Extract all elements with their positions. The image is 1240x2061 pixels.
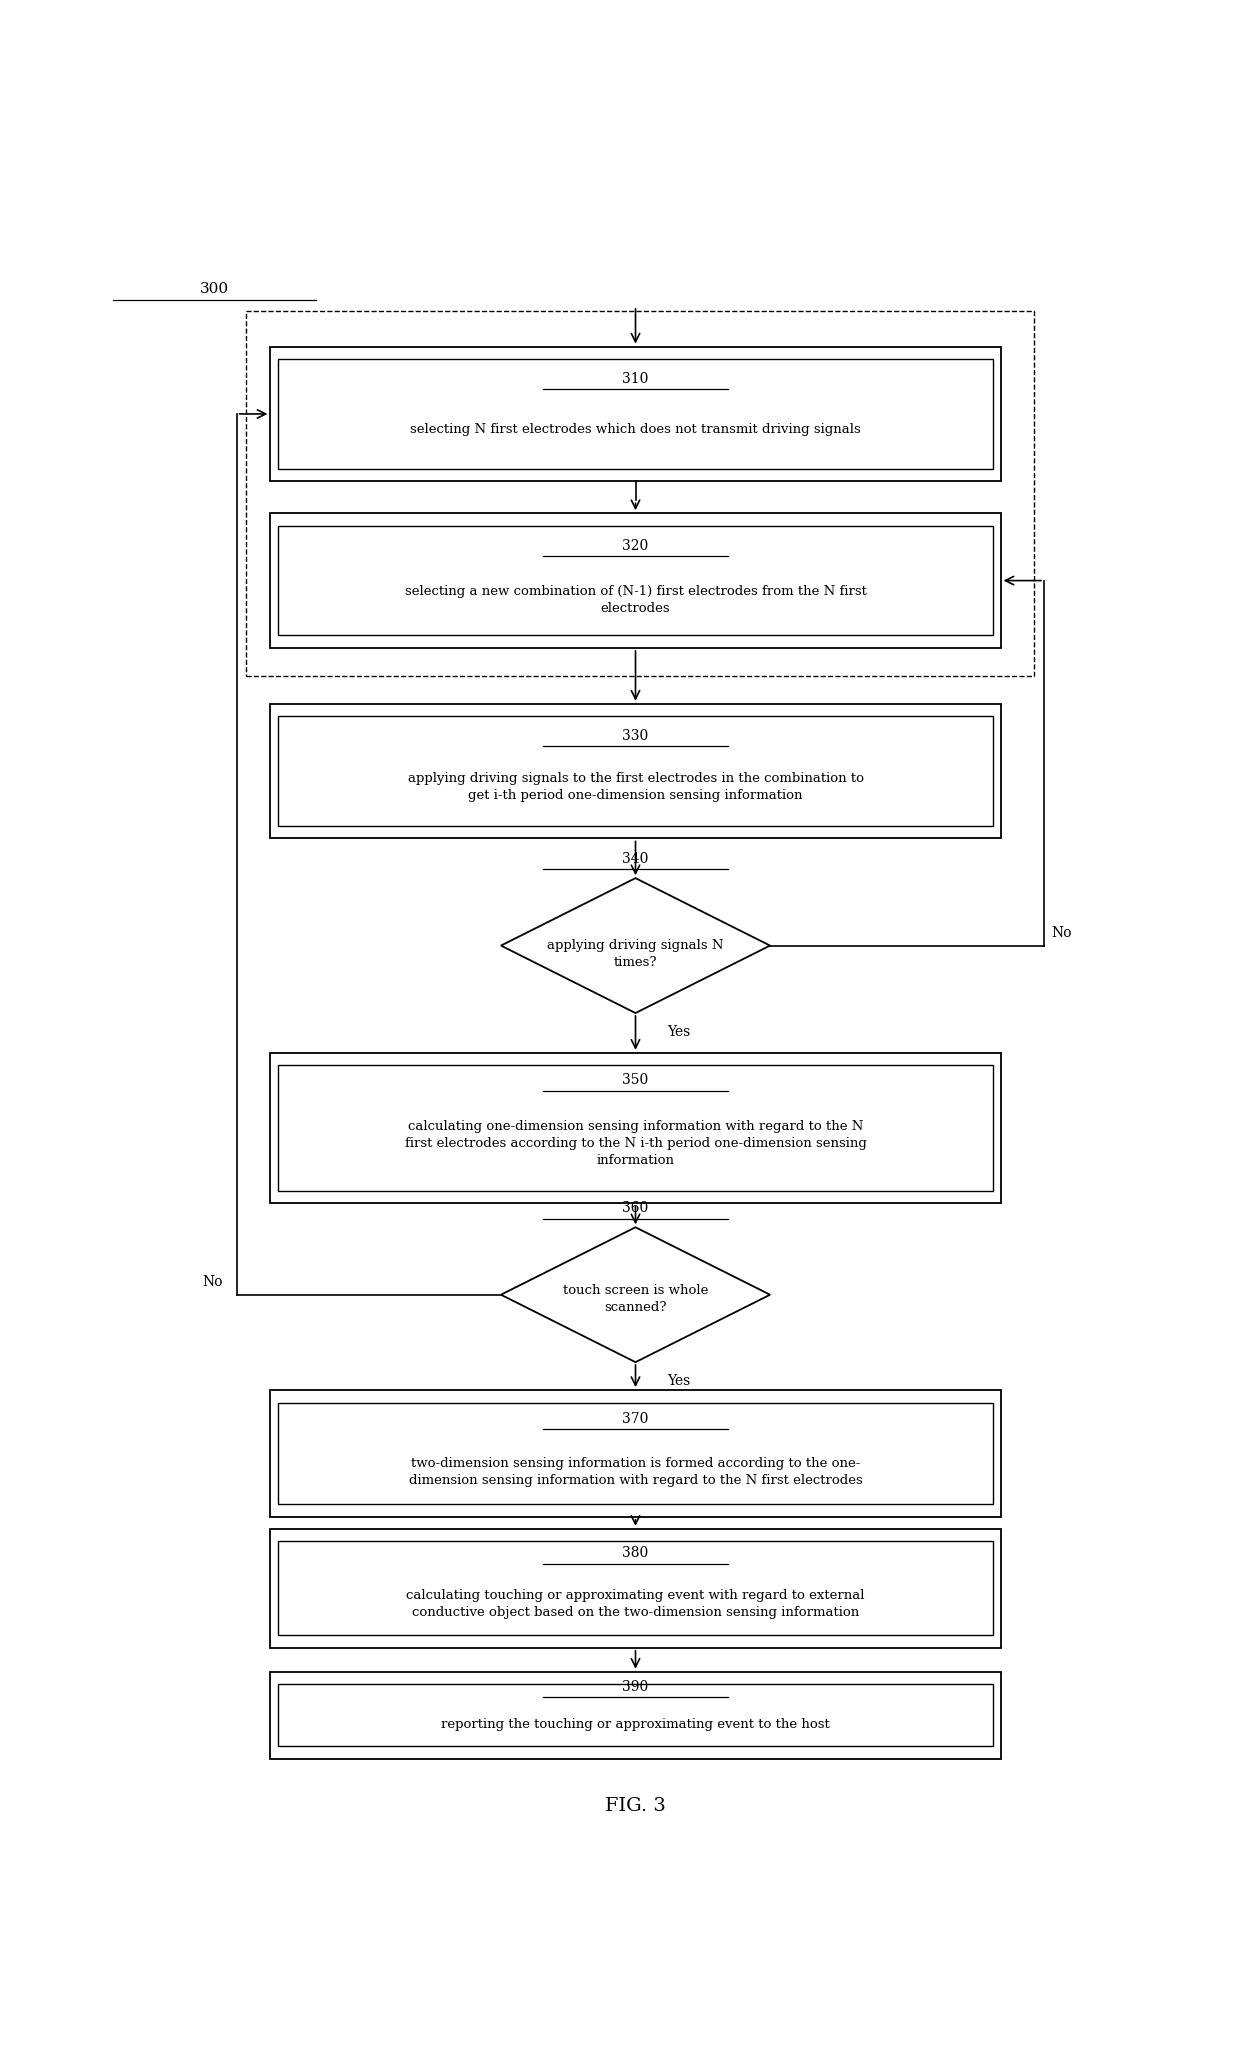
- Polygon shape: [501, 878, 770, 1014]
- Text: 370: 370: [622, 1412, 649, 1426]
- FancyBboxPatch shape: [270, 1053, 1001, 1204]
- FancyBboxPatch shape: [270, 1529, 1001, 1649]
- Text: 340: 340: [622, 851, 649, 866]
- Text: No: No: [202, 1276, 223, 1288]
- Text: 390: 390: [622, 1680, 649, 1694]
- Text: applying driving signals to the first electrodes in the combination to
get i-th : applying driving signals to the first el…: [408, 773, 863, 802]
- Text: 360: 360: [622, 1202, 649, 1216]
- Text: 300: 300: [200, 282, 229, 295]
- Text: 330: 330: [622, 730, 649, 744]
- FancyBboxPatch shape: [247, 311, 1034, 676]
- Text: Yes: Yes: [667, 1375, 691, 1389]
- FancyBboxPatch shape: [278, 1066, 993, 1191]
- Text: No: No: [1052, 925, 1071, 940]
- Text: calculating one-dimension sensing information with regard to the N
first electro: calculating one-dimension sensing inform…: [404, 1121, 867, 1167]
- FancyBboxPatch shape: [278, 1404, 993, 1505]
- Text: reporting the touching or approximating event to the host: reporting the touching or approximating …: [441, 1719, 830, 1731]
- Text: 310: 310: [622, 373, 649, 385]
- FancyBboxPatch shape: [270, 1389, 1001, 1517]
- FancyBboxPatch shape: [278, 717, 993, 826]
- FancyBboxPatch shape: [270, 346, 1001, 482]
- Text: applying driving signals N
times?: applying driving signals N times?: [547, 938, 724, 969]
- Text: 320: 320: [622, 538, 649, 552]
- FancyBboxPatch shape: [270, 513, 1001, 647]
- FancyBboxPatch shape: [270, 703, 1001, 839]
- Polygon shape: [501, 1226, 770, 1362]
- FancyBboxPatch shape: [278, 359, 993, 468]
- Text: two-dimension sensing information is formed according to the one-
dimension sens: two-dimension sensing information is for…: [409, 1457, 862, 1488]
- FancyBboxPatch shape: [278, 1542, 993, 1634]
- Text: selecting N first electrodes which does not transmit driving signals: selecting N first electrodes which does …: [410, 423, 861, 437]
- Text: 380: 380: [622, 1546, 649, 1560]
- Text: Yes: Yes: [667, 1024, 691, 1039]
- Text: 350: 350: [622, 1074, 649, 1088]
- Text: FIG. 3: FIG. 3: [605, 1797, 666, 1816]
- Text: touch screen is whole
scanned?: touch screen is whole scanned?: [563, 1284, 708, 1315]
- FancyBboxPatch shape: [270, 1671, 1001, 1758]
- FancyBboxPatch shape: [278, 526, 993, 635]
- Text: calculating touching or approximating event with regard to external
conductive o: calculating touching or approximating ev…: [407, 1589, 864, 1620]
- Text: selecting a new combination of (N-1) first electrodes from the N first
electrode: selecting a new combination of (N-1) fir…: [404, 585, 867, 614]
- FancyBboxPatch shape: [278, 1684, 993, 1746]
